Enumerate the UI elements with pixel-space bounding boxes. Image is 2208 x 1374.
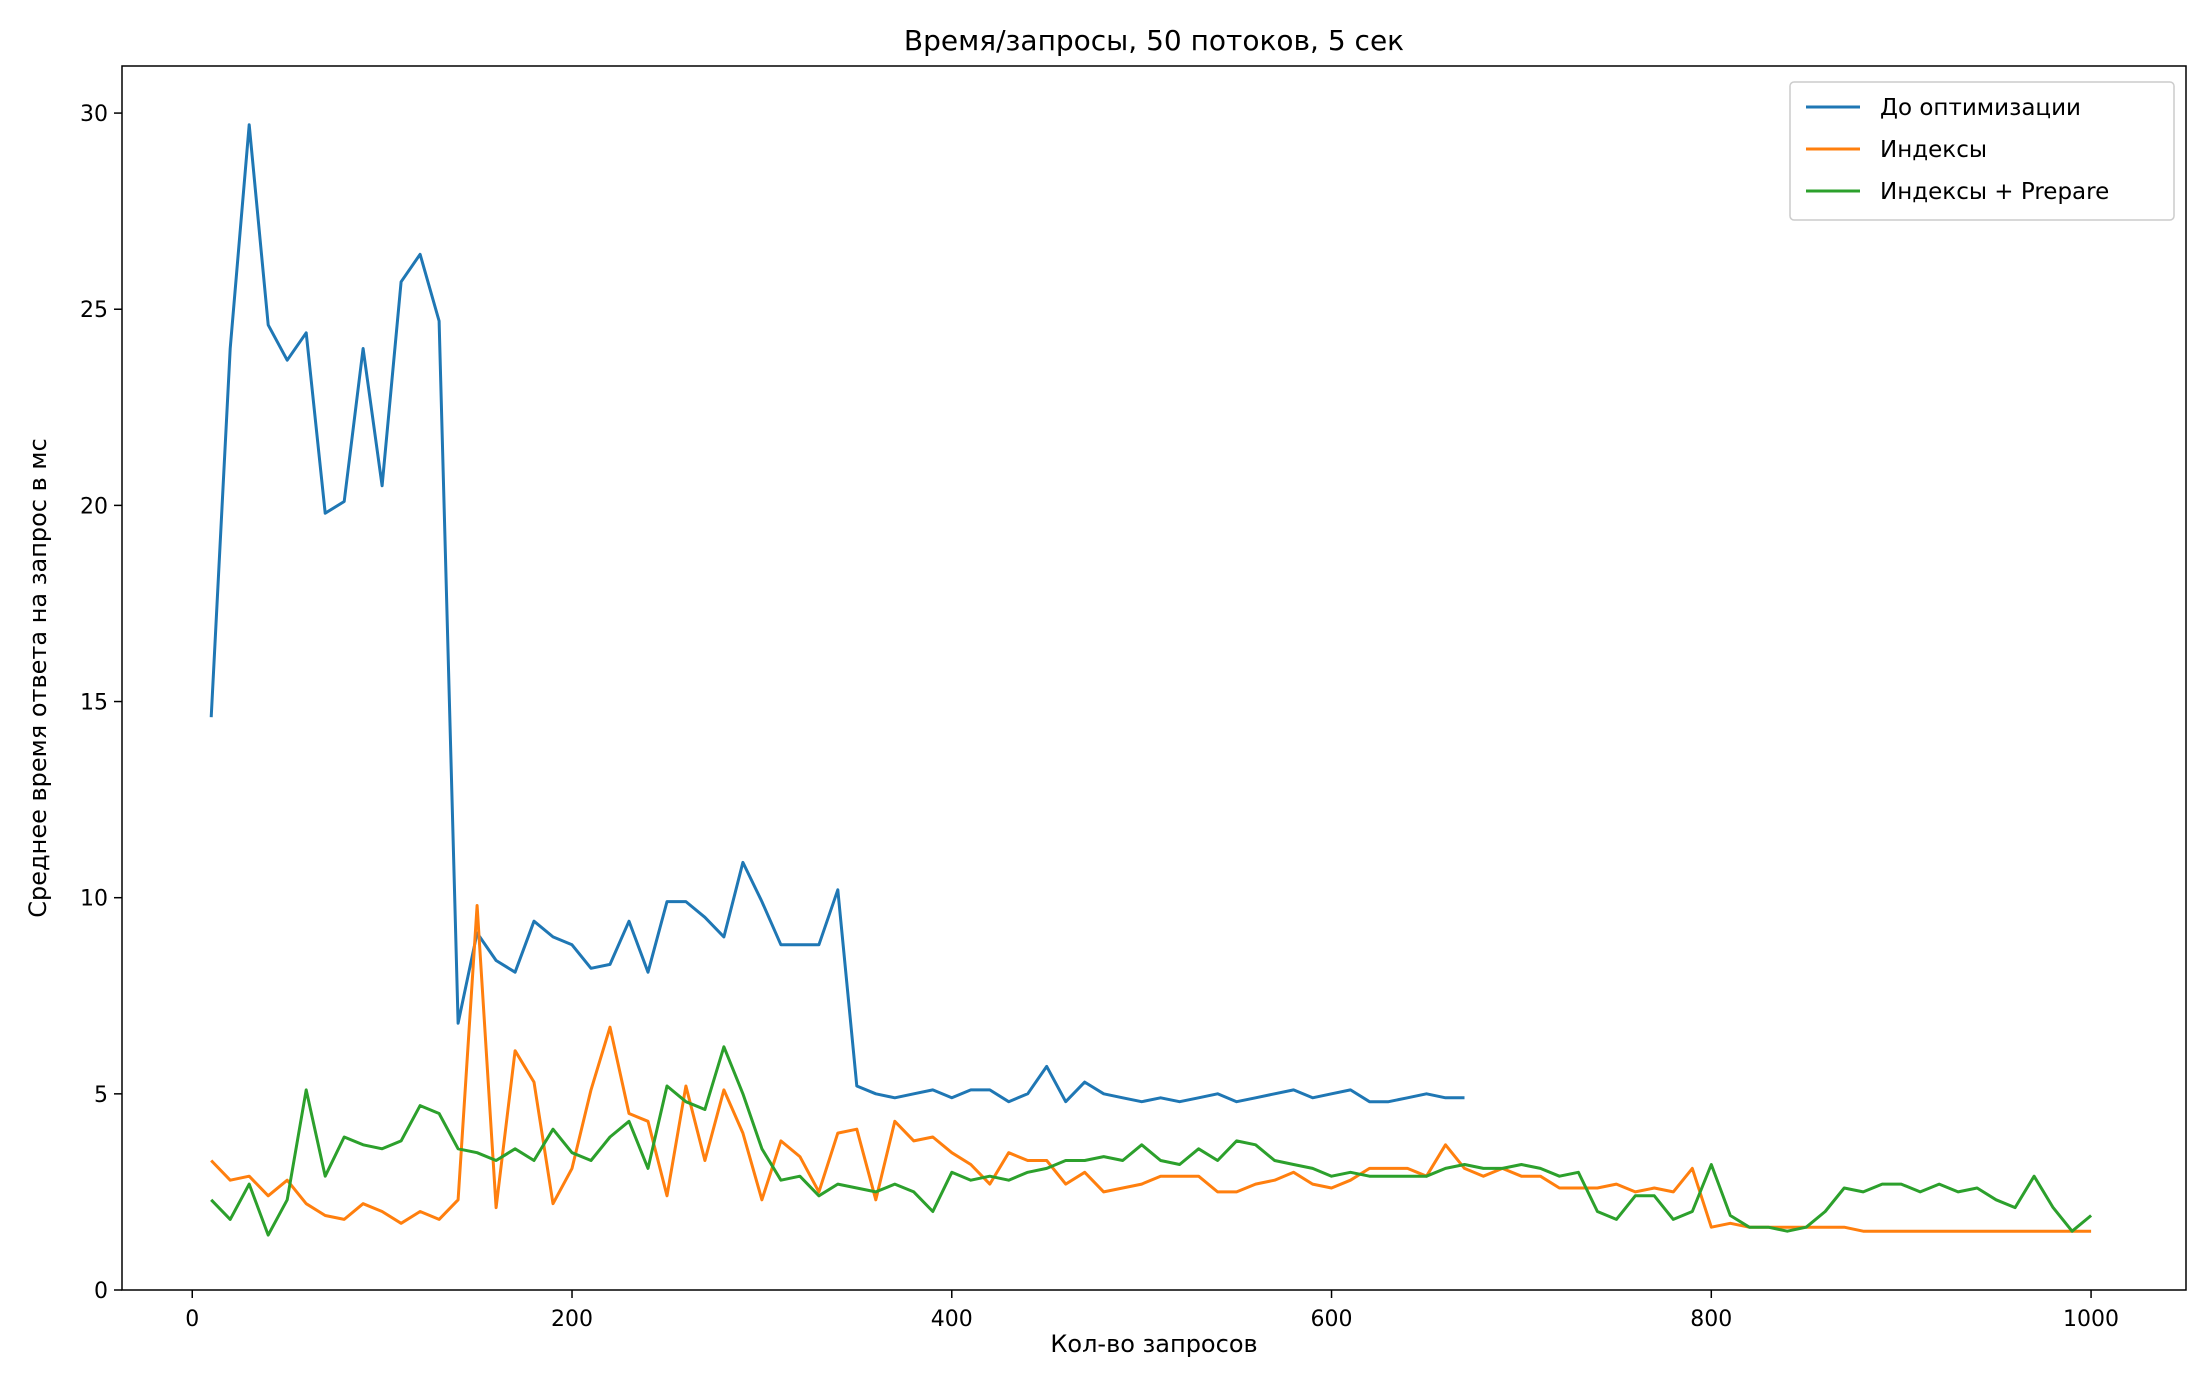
x-tick-label: 600 (1311, 1307, 1353, 1332)
series-line-0 (209, 123, 1465, 1104)
y-axis: 0 5 10 15 20 25 30 (80, 102, 122, 1304)
y-axis-title: Среднее время ответа на запрос в мс (24, 438, 52, 917)
y-tick-label: 15 (80, 691, 108, 716)
series-line-1 (210, 904, 2092, 1233)
plot-frame (121, 65, 2187, 1291)
y-tick-label: 20 (80, 494, 108, 519)
y-tick-label: 10 (80, 887, 108, 912)
y-tick-label: 25 (80, 298, 108, 323)
legend: До оптимизации Индексы Индексы + Prepare (1789, 81, 2175, 221)
x-tick-label: 1000 (2063, 1307, 2119, 1332)
legend-label-indexes: Индексы (1880, 137, 1987, 163)
x-tick-label: 200 (551, 1307, 593, 1332)
chart-title: Время/запросы, 50 потоков, 5 сек (904, 24, 1404, 57)
series-line-2 (210, 1045, 2093, 1237)
legend-label-indexes-prepare: Индексы + Prepare (1880, 179, 2109, 205)
x-axis: 0 200 400 600 800 1000 (185, 1290, 2119, 1332)
x-axis-title: Кол-во запросов (1050, 1330, 1257, 1358)
y-tick-label: 30 (80, 102, 108, 127)
y-tick-label: 5 (94, 1083, 108, 1108)
y-tick-label: 0 (94, 1279, 108, 1304)
x-tick-label: 800 (1690, 1307, 1732, 1332)
legend-label-before: До оптимизации (1880, 95, 2081, 121)
x-tick-label: 400 (931, 1307, 973, 1332)
x-tick-label: 0 (185, 1307, 199, 1332)
series-layer (209, 123, 2093, 1237)
legend-box (1789, 81, 2175, 221)
